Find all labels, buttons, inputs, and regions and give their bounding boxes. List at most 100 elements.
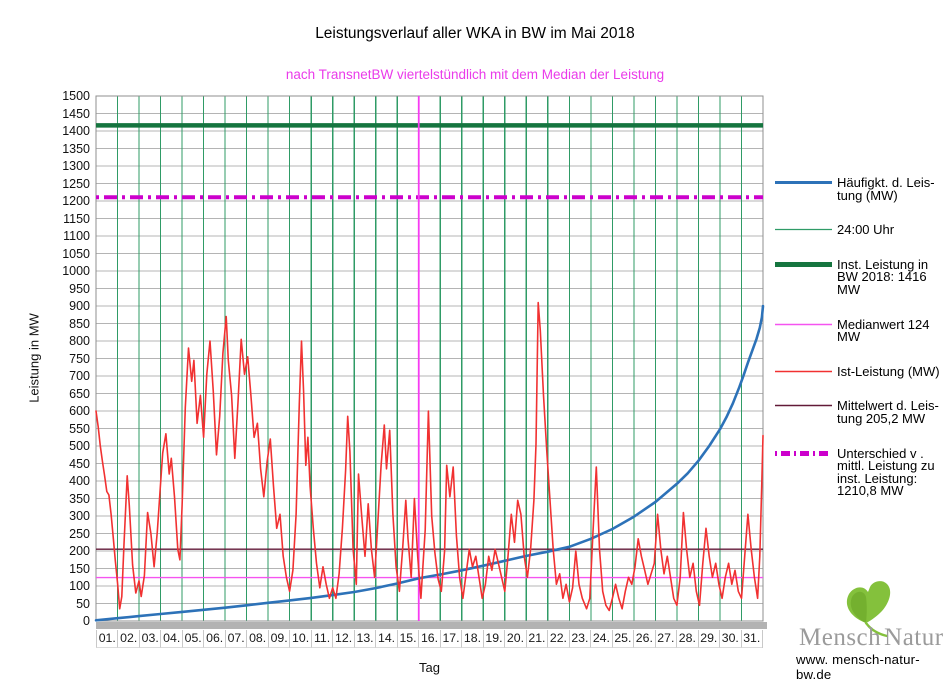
x-tick-label: 23. xyxy=(568,630,591,648)
y-tick-label: 550 xyxy=(69,421,90,436)
y-axis-title: Leistung in MW xyxy=(26,313,42,403)
legend-label-line: Häufigkt. d. Leis- xyxy=(837,175,935,190)
ist-leistung-series xyxy=(95,301,764,612)
x-axis-tick-labels: 01. 02. 03. 04. 05. 06. 07. 08. 09. 10. 11. 12. 13. 1… xyxy=(96,630,763,648)
legend-marker-line xyxy=(775,181,832,184)
legend-item: Mittelwert d. Leis-tung 205,2 MW xyxy=(775,399,945,425)
y-tick-label: 1150 xyxy=(63,211,90,226)
y-tick-label: 800 xyxy=(69,334,90,348)
legend-item: Unterschied v . mittl. Leistung zu inst. L… xyxy=(775,447,945,498)
x-tick-label: 06. xyxy=(203,630,225,648)
legend-label-line: 1210,8 MW xyxy=(837,483,904,499)
x-tick-label: 22. xyxy=(547,630,569,648)
x-tick-label: 20. xyxy=(504,630,526,648)
y-tick-label: 1450 xyxy=(62,106,90,121)
legend-item: Medianwert 124 MW xyxy=(775,318,945,344)
legend-item: Häufigkt. d. Leis-tung (MW) xyxy=(775,176,945,202)
legend-label: 24:00 Uhr xyxy=(837,223,894,237)
x-tick-label: 18. xyxy=(461,630,483,648)
y-tick-label: 1400 xyxy=(62,124,90,138)
legend-label-line: Medianwert 124 xyxy=(837,316,930,332)
legend-label-line: Mittelwert d. Leis- xyxy=(837,398,939,414)
legend-label-line: BW 2018: 1416 xyxy=(837,269,927,285)
legend-label-line: Unterschied v . xyxy=(837,445,924,461)
legend: Häufigkt. d. Leis-tung (MW) 24:00 Uhr Inst… xyxy=(775,176,945,519)
x-tick-label: 07. xyxy=(224,630,247,648)
legend-label: Medianwert 124 MW xyxy=(837,318,930,344)
x-tick-label: 15. xyxy=(396,630,419,648)
y-tick-label: 0 xyxy=(83,614,90,628)
logo-url: www. mensch-natur-bw.de xyxy=(796,652,920,680)
y-tick-label: 650 xyxy=(69,386,90,401)
x-tick-label: 17. xyxy=(439,630,462,648)
x-tick-label: 11. xyxy=(310,630,333,648)
y-tick-label: 250 xyxy=(69,526,90,541)
y-tick-label: 850 xyxy=(69,316,90,331)
legend-marker-line xyxy=(775,261,832,267)
x-tick-label: 03. xyxy=(138,630,161,648)
legend-marker-line xyxy=(775,405,832,407)
floor-band xyxy=(96,622,767,629)
y-tick-label: 700 xyxy=(69,369,90,383)
x-tick-label: 01. xyxy=(96,630,118,648)
legend-label: Inst. Leistung in BW 2018: 1416 MW xyxy=(837,258,928,297)
x-tick-label: 19. xyxy=(482,630,505,648)
x-axis-title: Tag xyxy=(419,660,440,675)
chart-title: Leistungsverlauf aller WKA in BW im Mai … xyxy=(315,25,635,42)
y-tick-label: 750 xyxy=(69,351,90,366)
x-tick-label: 13. xyxy=(353,630,376,648)
x-tick-label: 24. xyxy=(590,630,612,648)
y-tick-label: 300 xyxy=(69,509,90,523)
logo-brand-mensch: Mensch xyxy=(799,624,882,651)
legend-item: 24:00 Uhr xyxy=(775,223,945,237)
y-tick-label: 1050 xyxy=(62,246,90,261)
legend-item: Inst. Leistung in BW 2018: 1416 MW xyxy=(775,258,945,297)
legend-label-line: Inst. Leistung in xyxy=(837,256,929,272)
x-tick-label: 12. xyxy=(332,630,354,648)
legend-marker-line xyxy=(775,229,832,231)
y-tick-label: 1250 xyxy=(62,176,90,191)
y-tick-label: 900 xyxy=(69,299,90,313)
y-tick-label: 1100 xyxy=(63,229,90,243)
y-tick-label: 400 xyxy=(69,474,90,488)
legend-label: Unterschied v . mittl. Leistung zu inst. L… xyxy=(837,447,935,498)
x-tick-label: 16. xyxy=(418,630,440,648)
legend-marker-line xyxy=(775,323,832,325)
legend-marker-line xyxy=(775,370,832,372)
plot-border xyxy=(95,95,764,622)
legend-label: Häufigkt. d. Leis-tung (MW) xyxy=(837,176,935,202)
y-tick-label: 100 xyxy=(69,579,90,593)
x-tick-label: 09. xyxy=(267,630,290,648)
legend-label: Mittelwert d. Leis-tung 205,2 MW xyxy=(837,399,939,425)
legend-label-line: Ist-Leistung (MW) xyxy=(837,363,940,379)
x-tick-label: 25. xyxy=(611,630,634,648)
y-tick-label: 950 xyxy=(69,281,90,296)
y-tick-label: 350 xyxy=(69,491,90,506)
legend-label: Ist-Leistung (MW) xyxy=(837,365,940,379)
x-tick-label: 26. xyxy=(633,630,655,648)
y-tick-label: 1000 xyxy=(62,264,90,278)
haeufigkeit-series xyxy=(94,304,765,622)
legend-label-line: inst. Leistung: xyxy=(837,470,918,486)
x-tick-label: 14. xyxy=(375,630,397,648)
logo-brand-natur: Natur xyxy=(884,624,944,651)
x-tick-label: 29. xyxy=(697,630,720,648)
legend-label-line: tung (MW) xyxy=(837,187,898,203)
x-tick-label: 30. xyxy=(719,630,741,648)
x-tick-label: 05. xyxy=(181,630,204,648)
y-tick-label: 1500 xyxy=(62,89,90,103)
y-tick-label: 1350 xyxy=(62,141,90,156)
ginkgo-leaf-icon xyxy=(846,581,891,638)
y-tick-label: 50 xyxy=(76,596,90,611)
x-tick-label: 28. xyxy=(676,630,698,648)
x-tick-label: 02. xyxy=(117,630,139,648)
x-tick-label: 31. xyxy=(740,630,763,648)
legend-item: Ist-Leistung (MW) xyxy=(775,365,945,379)
logo-brand: Mensch Natur xyxy=(799,624,945,652)
chart-subtitle: nach TransnetBW viertelstündlich mit dem… xyxy=(285,67,665,82)
y-tick-label: 450 xyxy=(69,456,90,471)
legend-label-line: mittl. Leistung zu xyxy=(837,458,935,474)
y-tick-label: 1200 xyxy=(62,194,90,208)
